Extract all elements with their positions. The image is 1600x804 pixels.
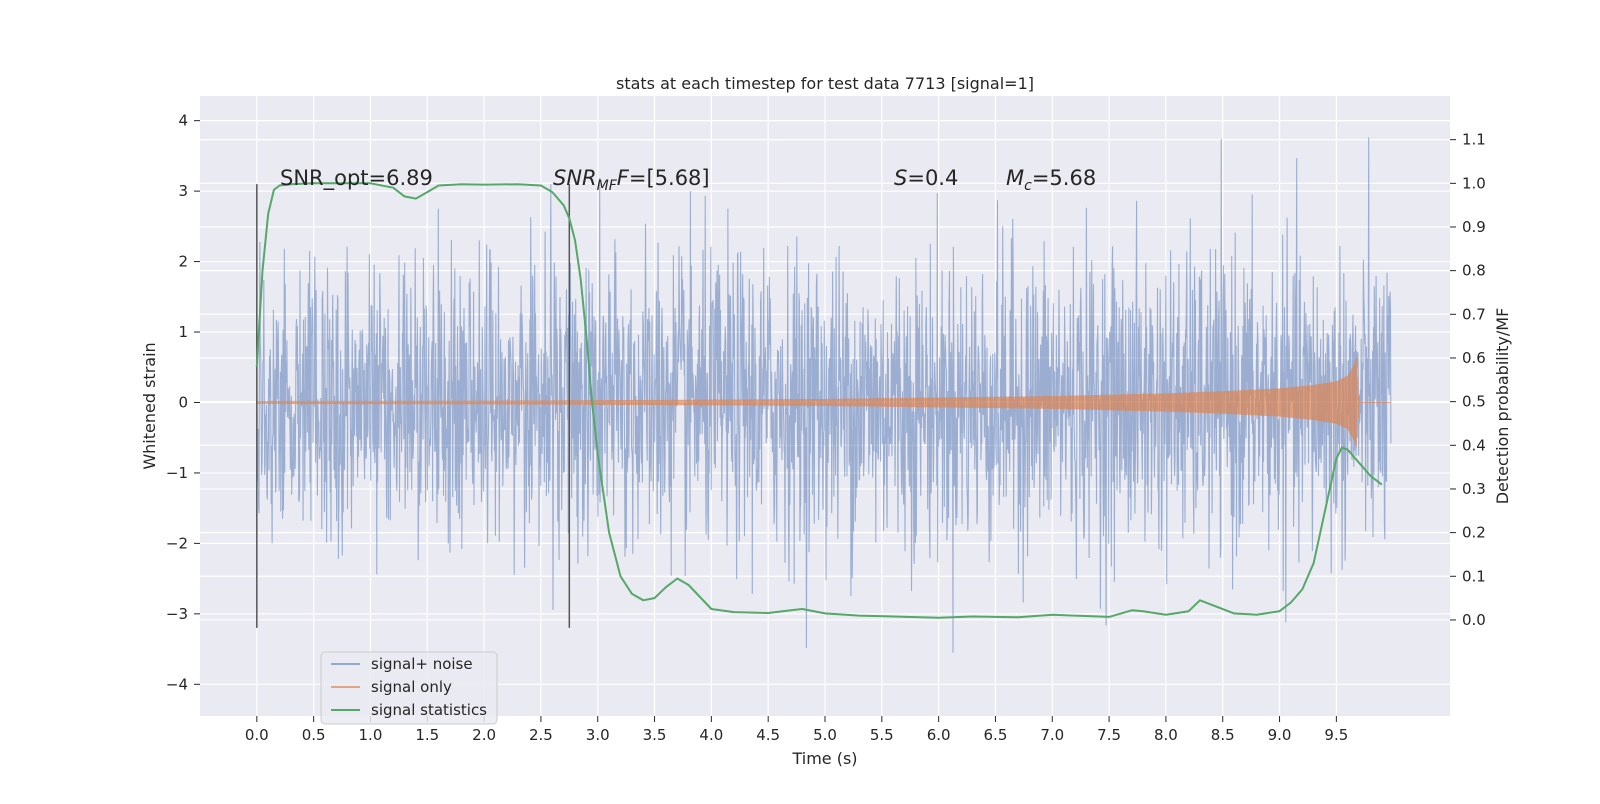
- y-left-tick-label: 3: [178, 182, 188, 200]
- y-left-tick-label: 2: [178, 253, 188, 271]
- mc-base: M: [1006, 166, 1024, 190]
- signal-statistics-line: [255, 182, 1383, 619]
- x-tick-label: 9.0: [1268, 726, 1292, 744]
- y-left-tick-label: −1: [166, 464, 188, 482]
- x-tick-label: 1.5: [415, 726, 439, 744]
- signal-only-series: [256, 357, 1391, 448]
- s-base: S: [894, 166, 907, 190]
- y-left-tick-label: 4: [178, 112, 188, 130]
- snr-mf-annotation: SNRMFF=[5.68]: [553, 166, 710, 194]
- snr-mf-f: F: [617, 166, 630, 190]
- mc-subscript: c: [1024, 178, 1032, 194]
- signal-only-trace: [256, 357, 1391, 448]
- y-left-axis-ticks: 4 3 2 1 0 −1 −2 −3 −4: [166, 112, 200, 693]
- legend-label-signal-statistics: signal statistics: [371, 701, 487, 719]
- x-axis-label: Time (s): [791, 749, 857, 768]
- legend-box: [320, 651, 498, 725]
- y-right-tick-label: 1.1: [1462, 131, 1486, 149]
- x-axis-ticks: 0.0 0.5 1.0 1.5 2.0 2.5 3.0 3.5 4.0 4.5 5.0 5.5 6.0 6…: [245, 716, 1348, 744]
- chart-title: stats at each timestep for test data 771…: [616, 74, 1034, 93]
- snr-mf-base: SNR: [553, 166, 597, 190]
- x-tick-label: 6.5: [984, 726, 1008, 744]
- snr-mf-value: =[5.68]: [629, 166, 710, 190]
- x-tick-label: 9.5: [1324, 726, 1348, 744]
- x-tick-label: 2.5: [529, 726, 553, 744]
- x-tick-label: 0.5: [302, 726, 326, 744]
- x-tick-label: 0.0: [245, 726, 269, 744]
- x-tick-label: 2.0: [472, 726, 496, 744]
- y-left-tick-label: −3: [166, 605, 188, 623]
- x-tick-label: 3.5: [643, 726, 667, 744]
- y-right-tick-label: 0.9: [1462, 218, 1486, 236]
- y-left-tick-label: −2: [166, 534, 188, 552]
- y-right-tick-label: 1.0: [1462, 174, 1486, 192]
- s-value: =0.4: [907, 166, 958, 190]
- x-tick-label: 5.0: [813, 726, 837, 744]
- y-right-tick-label: 0.2: [1462, 524, 1486, 542]
- x-tick-label: 5.5: [870, 726, 894, 744]
- y-left-tick-label: 1: [178, 323, 188, 341]
- y-right-tick-label: 0.7: [1462, 305, 1486, 323]
- x-tick-label: 1.0: [359, 726, 383, 744]
- signal-statistics-series: [255, 182, 1383, 619]
- x-tick-label: 8.0: [1154, 726, 1178, 744]
- y-right-tick-label: 0.4: [1462, 436, 1486, 454]
- x-tick-label: 7.0: [1040, 726, 1064, 744]
- y-right-axis-ticks: 1.1 1.0 0.9 0.8 0.7 0.6 0.5 0.4 0.3 0.2 0.1 0.0: [1450, 131, 1486, 629]
- y-right-tick-label: 0.0: [1462, 611, 1486, 629]
- snr-opt-annotation: SNR_opt=6.89: [280, 166, 433, 191]
- y-right-tick-label: 0.1: [1462, 567, 1486, 585]
- legend: signal+ noise signal only signal statist…: [320, 651, 498, 725]
- x-tick-label: 7.5: [1097, 726, 1121, 744]
- y-left-tick-label: 0: [178, 393, 188, 411]
- signal-noise-trace: [256, 137, 1392, 653]
- y-right-tick-label: 0.6: [1462, 349, 1486, 367]
- x-tick-label: 3.0: [586, 726, 610, 744]
- x-tick-label: 6.0: [927, 726, 951, 744]
- y-right-tick-label: 0.8: [1462, 262, 1486, 280]
- y-right-axis-label: Detection probability/MF: [1493, 308, 1512, 505]
- y-left-axis-label: Whitened strain: [140, 342, 159, 469]
- legend-label-signal-only: signal only: [371, 678, 452, 696]
- mc-annotation: Mc=5.68: [1006, 166, 1096, 194]
- snr-mf-subscript: MF: [597, 178, 618, 194]
- y-left-tick-label: −4: [166, 675, 188, 693]
- mc-value: =5.68: [1032, 166, 1096, 190]
- x-tick-label: 8.5: [1211, 726, 1235, 744]
- signal-noise-series: [256, 137, 1392, 653]
- x-tick-label: 4.0: [699, 726, 723, 744]
- y-right-tick-label: 0.3: [1462, 480, 1486, 498]
- s-annotation: S=0.4: [894, 166, 958, 190]
- x-tick-label: 4.5: [756, 726, 780, 744]
- vertical-markers: [256, 184, 571, 628]
- legend-label-signal-noise: signal+ noise: [371, 655, 473, 673]
- y-right-tick-label: 0.5: [1462, 393, 1486, 411]
